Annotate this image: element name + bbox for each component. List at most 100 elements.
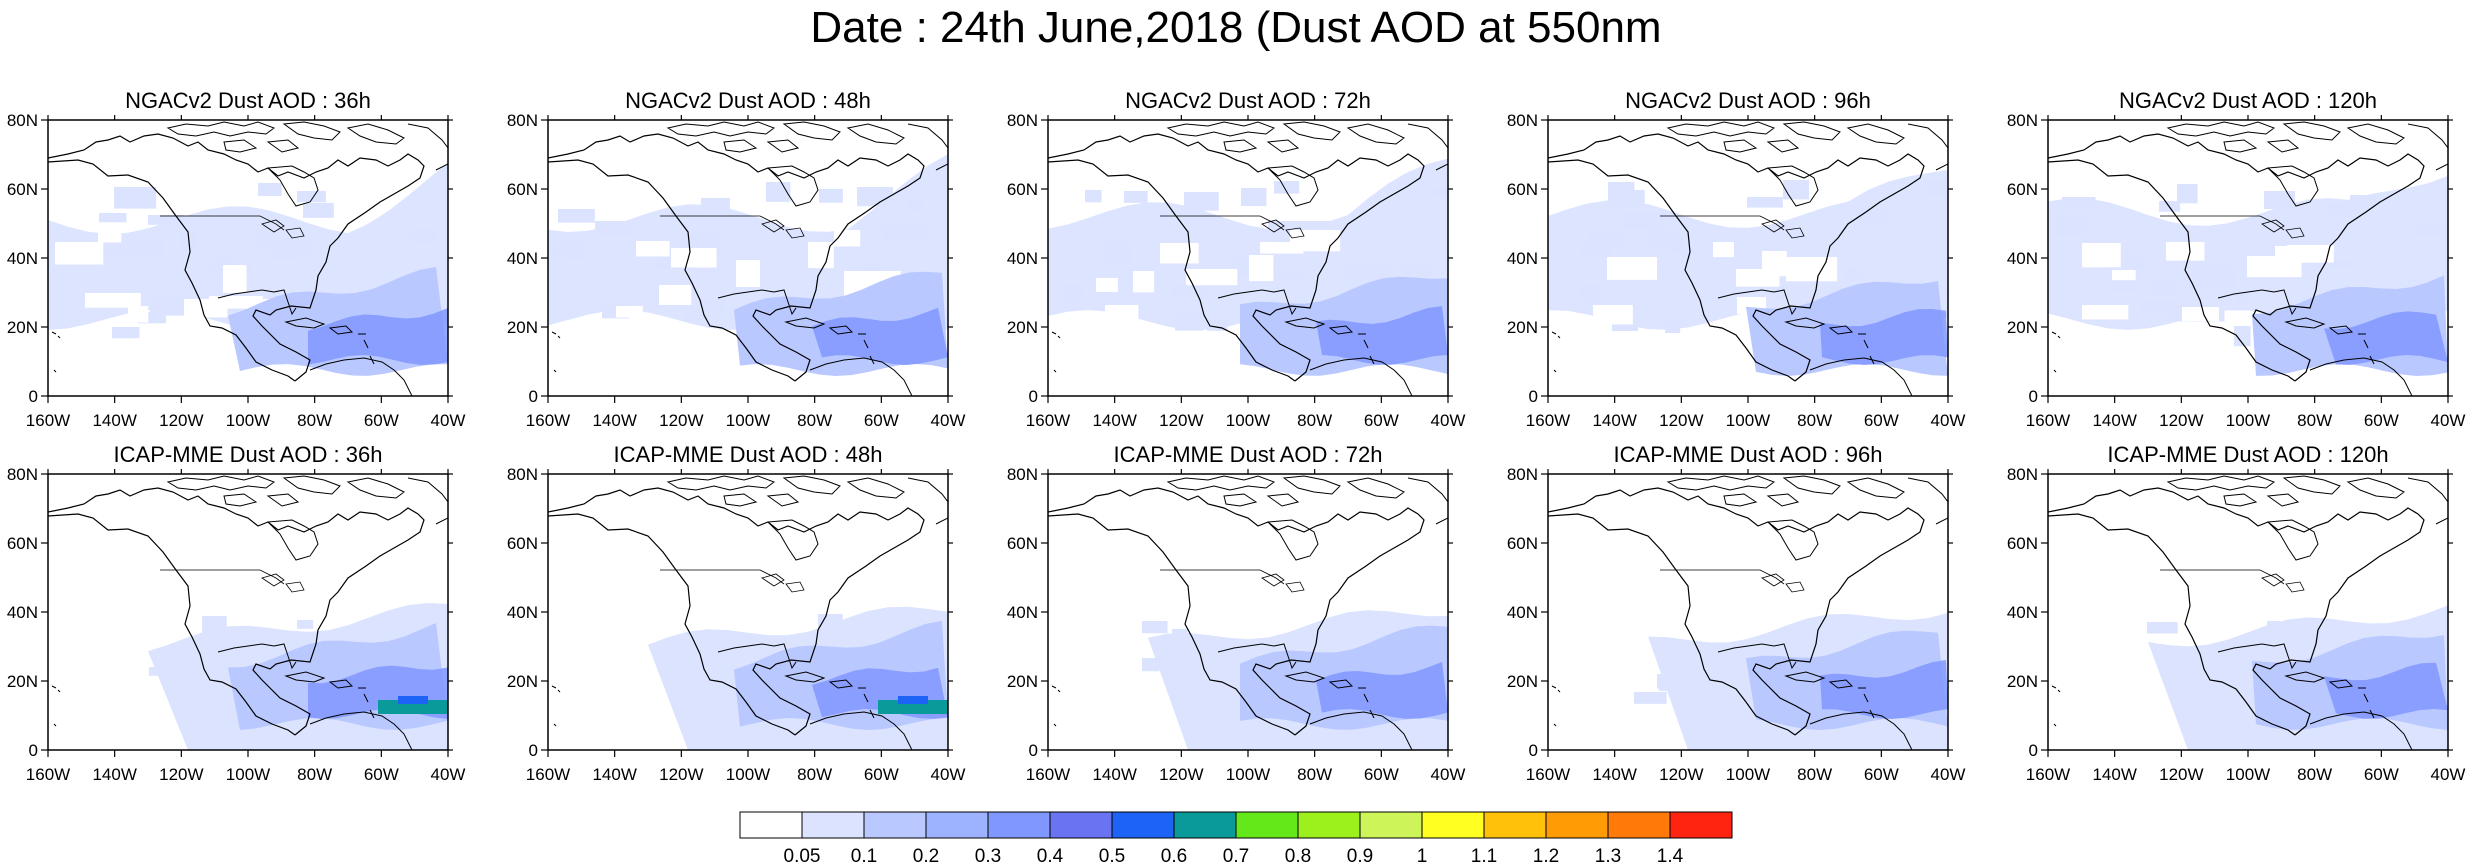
lon-tick-label: 140W <box>92 411 136 430</box>
lon-tick-label: 140W <box>2092 765 2136 784</box>
lat-tick-label: 80N <box>7 465 38 484</box>
lon-tick-label: 100W <box>1226 765 1270 784</box>
map-panel: NGACv2 Dust AOD : 120h 160W 140W 120W 100W 80… <box>2007 88 2466 430</box>
lon-tick-label: 120W <box>1159 765 1203 784</box>
lon-tick-label: 100W <box>1726 765 1770 784</box>
lat-tick-label: 0 <box>1029 741 1038 760</box>
lat-tick-label: 60N <box>1007 180 1038 199</box>
lon-tick-label: 60W <box>2364 411 2399 430</box>
colorbar-label: 1.2 <box>1533 846 1559 862</box>
lon-tick-label: 100W <box>2226 411 2270 430</box>
lat-tick-label: 20N <box>7 672 38 691</box>
lat-tick-label: 80N <box>1507 465 1538 484</box>
colorbar-swatch <box>1049 811 1113 839</box>
panel-title: ICAP-MME Dust AOD : 96h <box>1614 442 1883 467</box>
map-panel: ICAP-MME Dust AOD : 36h 160W 140W 120W 100W 8… <box>7 442 466 784</box>
colorbar-swatch <box>1607 811 1671 839</box>
panel-title: NGACv2 Dust AOD : 36h <box>125 88 371 113</box>
aod-shading <box>1048 475 1448 750</box>
map-panel: NGACv2 Dust AOD : 48h 160W 140W 120W 100W 80W… <box>507 88 966 430</box>
panel-title: NGACv2 Dust AOD : 48h <box>625 88 871 113</box>
lon-tick-label: 40W <box>1931 765 1966 784</box>
lon-tick-label: 160W <box>1026 765 1070 784</box>
lon-tick-label: 140W <box>1092 411 1136 430</box>
colorbar-swatch <box>863 811 927 839</box>
lon-tick-label: 60W <box>864 765 899 784</box>
lat-tick-label: 60N <box>1507 534 1538 553</box>
lon-tick-label: 60W <box>1364 765 1399 784</box>
lon-tick-label: 60W <box>2364 765 2399 784</box>
aod-shading <box>548 475 948 750</box>
panel-title: NGACv2 Dust AOD : 72h <box>1125 88 1371 113</box>
lon-tick-label: 40W <box>1431 411 1466 430</box>
panel-title: NGACv2 Dust AOD : 120h <box>2119 88 2377 113</box>
aod-shading <box>1548 475 1948 750</box>
lon-tick-label: 160W <box>526 765 570 784</box>
lat-tick-label: 80N <box>1007 111 1038 130</box>
colorbar-label: 1 <box>1417 846 1428 862</box>
lon-tick-label: 140W <box>1092 765 1136 784</box>
lat-tick-label: 80N <box>507 465 538 484</box>
colorbar-label: 0.4 <box>1037 846 1064 862</box>
lon-tick-label: 80W <box>1297 411 1332 430</box>
lon-tick-label: 120W <box>2159 765 2203 784</box>
lon-tick-label: 40W <box>431 765 466 784</box>
lon-tick-label: 140W <box>2092 411 2136 430</box>
lon-tick-label: 100W <box>1726 411 1770 430</box>
colorbar-swatch <box>739 811 803 839</box>
lon-tick-label: 100W <box>1226 411 1270 430</box>
lat-tick-label: 0 <box>1529 387 1538 406</box>
lon-tick-label: 80W <box>1797 411 1832 430</box>
lat-tick-label: 40N <box>1507 249 1538 268</box>
aod-shading <box>48 475 448 750</box>
lon-tick-label: 160W <box>1526 411 1570 430</box>
lon-tick-label: 40W <box>2431 411 2466 430</box>
lon-tick-label: 100W <box>726 765 770 784</box>
lon-tick-label: 80W <box>1297 765 1332 784</box>
colorbar-label: 0.2 <box>913 846 939 862</box>
colorbar-swatch <box>1421 811 1485 839</box>
colorbar-swatch <box>987 811 1051 839</box>
lat-tick-label: 40N <box>2007 603 2038 622</box>
colorbar-label: 0.3 <box>975 846 1001 862</box>
colorbar-swatch <box>1359 811 1423 839</box>
aod-shading <box>1548 121 1948 396</box>
lat-tick-label: 40N <box>2007 249 2038 268</box>
lat-tick-label: 20N <box>507 672 538 691</box>
colorbar-swatch <box>1483 811 1547 839</box>
lon-tick-label: 120W <box>659 411 703 430</box>
lon-tick-label: 160W <box>1026 411 1070 430</box>
colorbar-swatch <box>1111 811 1175 839</box>
lat-tick-label: 60N <box>507 534 538 553</box>
colorbar-swatch <box>801 811 865 839</box>
lat-tick-label: 60N <box>7 180 38 199</box>
lat-tick-label: 40N <box>1007 603 1038 622</box>
lat-tick-label: 40N <box>7 249 38 268</box>
lon-tick-label: 100W <box>2226 765 2270 784</box>
lat-tick-label: 0 <box>1529 741 1538 760</box>
colorbar-label: 1.1 <box>1471 846 1497 862</box>
lon-tick-label: 140W <box>92 765 136 784</box>
lon-tick-label: 100W <box>226 411 270 430</box>
lat-tick-label: 20N <box>7 318 38 337</box>
map-panel: NGACv2 Dust AOD : 96h 160W 140W 120W 100W 80W… <box>1507 88 1966 430</box>
lon-tick-label: 160W <box>1526 765 1570 784</box>
lat-tick-label: 20N <box>1507 672 1538 691</box>
lat-tick-label: 60N <box>507 180 538 199</box>
lon-tick-label: 40W <box>1931 411 1966 430</box>
map-panel: NGACv2 Dust AOD : 36h 160W 140W 120W 100W 80W… <box>7 88 466 430</box>
lat-tick-label: 0 <box>2029 387 2038 406</box>
lat-tick-label: 20N <box>507 318 538 337</box>
lat-tick-label: 80N <box>2007 111 2038 130</box>
lat-tick-label: 80N <box>1007 465 1038 484</box>
aod-shading <box>2048 475 2448 750</box>
colorbar-label: 1.4 <box>1657 846 1684 862</box>
lat-tick-label: 60N <box>1007 534 1038 553</box>
lat-tick-label: 80N <box>507 111 538 130</box>
lat-tick-label: 60N <box>7 534 38 553</box>
lon-tick-label: 60W <box>1864 765 1899 784</box>
aod-shading <box>2048 121 2448 396</box>
lon-tick-label: 120W <box>1659 765 1703 784</box>
lat-tick-label: 80N <box>1507 111 1538 130</box>
